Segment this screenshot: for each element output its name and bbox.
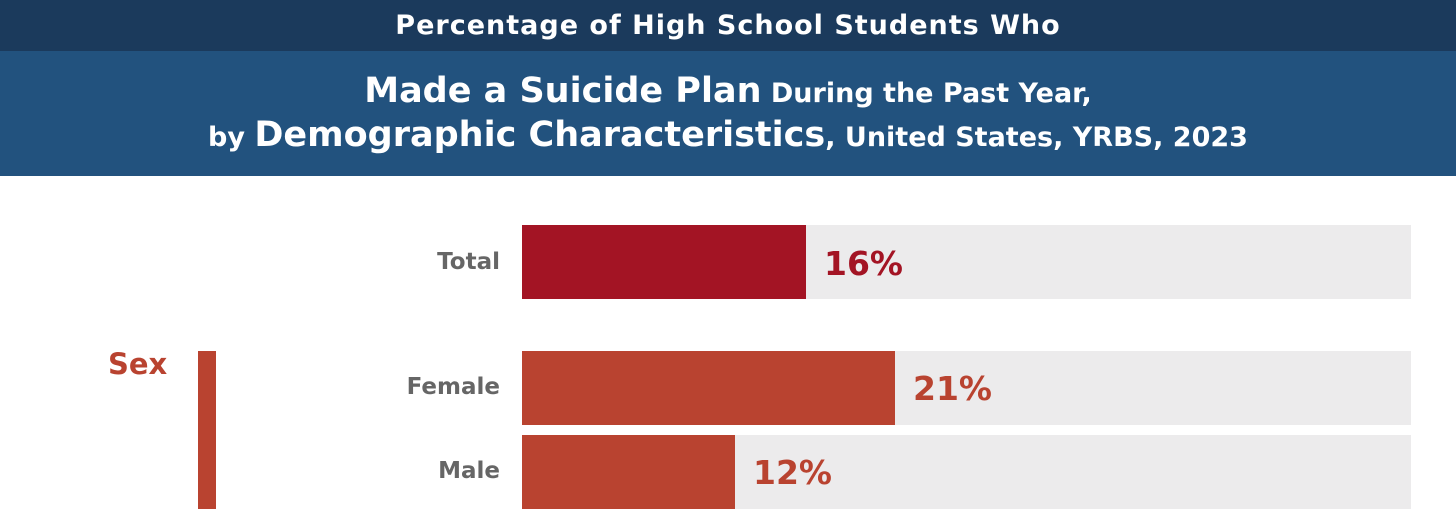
group-bracket-sex <box>198 351 216 509</box>
bar-female <box>522 351 895 425</box>
row-label-male: Male <box>438 458 500 484</box>
title-line3-emphasis: Demographic Characteristics <box>254 114 826 155</box>
bar-male <box>522 435 735 509</box>
title-line2: Made a Suicide Plan During the Past Year… <box>364 70 1092 114</box>
row-label-female: Female <box>406 374 500 400</box>
value-label-total: 16% <box>824 244 903 283</box>
chart-title-line1: Percentage of High School Students Who <box>0 0 1456 51</box>
title-line3-prefix: by <box>208 121 255 153</box>
value-label-male: 12% <box>753 453 832 492</box>
value-label-female: 21% <box>913 369 992 408</box>
chart-title-main: Made a Suicide Plan During the Past Year… <box>0 51 1456 176</box>
title-line3: by Demographic Characteristics, United S… <box>208 114 1248 158</box>
row-label-total: Total <box>437 249 500 275</box>
title-line3-rest: , United States, YRBS, 2023 <box>825 121 1248 153</box>
title-line1-text: Percentage of High School Students Who <box>395 10 1061 41</box>
bar-total <box>522 225 806 299</box>
title-line2-rest: During the Past Year, <box>761 77 1092 109</box>
title-line2-emphasis: Made a Suicide Plan <box>364 70 762 111</box>
group-label-sex: Sex <box>108 347 168 381</box>
